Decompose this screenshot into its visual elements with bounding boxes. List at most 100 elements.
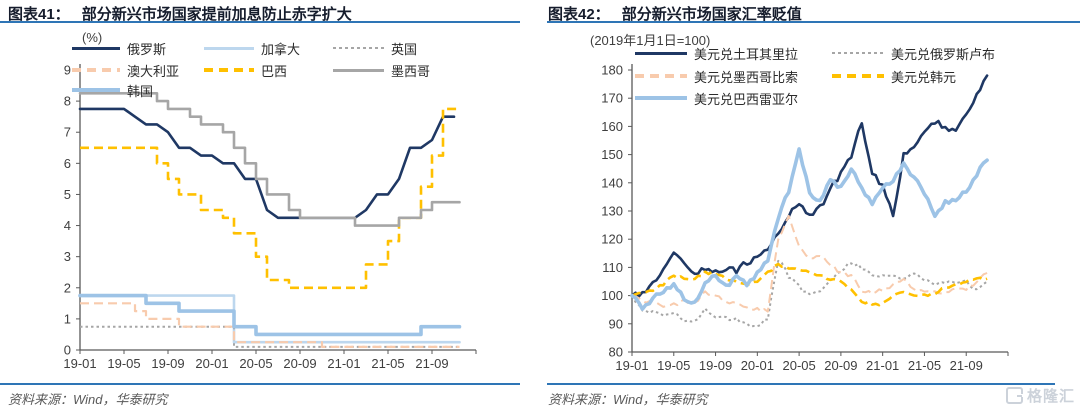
- y-tick-label: 1: [64, 311, 71, 326]
- x-tick-label: 19-05: [657, 358, 690, 373]
- legend-swatch-line: [832, 74, 884, 78]
- chart41-source: 资料来源：Wind，华泰研究: [8, 392, 168, 407]
- y-tick-label: 7: [64, 125, 71, 140]
- legend-label: 俄罗斯: [127, 41, 167, 57]
- y-tick-label: 9: [64, 63, 71, 78]
- series-line-0: [78, 107, 456, 220]
- footer-rule: [547, 383, 1055, 385]
- legend-label: 美元兑韩元: [891, 69, 957, 85]
- x-tick-label: 20-01: [195, 356, 228, 371]
- x-tick-label: 19-01: [615, 358, 648, 373]
- legend-swatch-line: [72, 87, 120, 93]
- chart41-title-text: 部分新兴市场国家提前加息防止赤字扩大: [81, 6, 352, 23]
- series-line-3: [80, 302, 460, 348]
- legend-label: 澳大利亚: [127, 63, 180, 79]
- series-line-2: [80, 325, 460, 348]
- y-tick-label: 8: [64, 94, 71, 109]
- x-tick-label: 20-01: [741, 358, 774, 373]
- chart42-title-text: 部分新兴市场国家汇率贬值: [621, 6, 802, 23]
- chart41-unit-label: (%): [82, 30, 103, 45]
- legend-item: 加拿大: [204, 40, 301, 57]
- y-tick-label: 160: [601, 119, 623, 134]
- chart42-source: 资料来源：Wind，华泰研究: [548, 392, 708, 407]
- legend-item: 美元兑韩元: [832, 68, 957, 85]
- y-tick-label: 4: [64, 218, 71, 233]
- legend-label: 英国: [391, 41, 418, 57]
- x-tick-label: 20-09: [283, 356, 316, 371]
- legend-swatch-line: [635, 74, 687, 78]
- legend-item: 英国: [333, 40, 418, 57]
- x-tick-label: 20-09: [824, 358, 857, 373]
- gelonghui-logo: 格隆汇: [1005, 385, 1075, 406]
- y-tick-label: 140: [601, 175, 623, 190]
- legend-swatch-line: [72, 68, 120, 72]
- legend-label: 美元兑土耳其里拉: [694, 46, 799, 62]
- legend-swatch-line: [72, 46, 120, 50]
- y-tick-label: 5: [64, 187, 71, 202]
- y-tick-label: 150: [601, 147, 623, 162]
- panel-chart42: 图表42： 部分新兴市场国家汇率贬值 (2019年1月1日=100) 80 90 10…: [540, 0, 1080, 408]
- legend-item: 墨西哥: [333, 62, 431, 79]
- y-tick-label: 110: [602, 260, 623, 275]
- x-tick-label: 20-05: [239, 356, 272, 371]
- legend-swatch-line: [832, 51, 884, 55]
- panel-chart41: 图表41： 部分新兴市场国家提前加息防止赤字扩大 (%) 0 1 2 3 4 5 6 7 8 9 19…: [0, 3, 520, 407]
- series-line-3: [631, 262, 988, 307]
- legend-item: 俄罗斯: [72, 40, 167, 57]
- y-tick-label: 80: [609, 345, 623, 360]
- y-tick-label: 170: [601, 91, 623, 106]
- gelonghui-logo-icon: [1005, 387, 1024, 404]
- legend-swatch-line: [204, 46, 254, 50]
- x-tick-label: 21-01: [327, 356, 360, 371]
- chart42-plot: 80 90 100 110 120 130 140 150 160 170 180 19-01 19-0…: [601, 63, 1009, 373]
- y-tick-label: 0: [64, 343, 71, 358]
- y-tick-label: 180: [601, 63, 623, 78]
- legend-swatch-line: [333, 46, 384, 50]
- x-tick-label: 19-09: [151, 356, 184, 371]
- legend-swatch-line: [204, 68, 254, 72]
- y-tick-label: 90: [609, 316, 623, 331]
- series-line-2: [631, 214, 988, 313]
- legend-label: 美元兑墨西哥比索: [694, 69, 799, 85]
- chart41-fig-label: 图表41：: [8, 6, 70, 23]
- legend-item: 澳大利亚: [72, 62, 180, 79]
- x-tick-label: 20-05: [782, 358, 815, 373]
- series-line-0: [630, 74, 989, 298]
- y-tick-label: 3: [64, 249, 71, 264]
- legend-label: 美元兑巴西雷亚尔: [694, 91, 799, 107]
- x-tick-label: 21-09: [950, 358, 983, 373]
- series-line-5: [78, 92, 461, 227]
- legend-label: 巴西: [261, 63, 288, 79]
- chart42-title: 图表42： 部分新兴市场国家汇率贬值: [548, 3, 802, 24]
- y-tick-label: 130: [601, 204, 623, 219]
- legend-label: 墨西哥: [391, 63, 431, 79]
- x-tick-label: 21-05: [371, 356, 404, 371]
- legend-item: 美元兑巴西雷亚尔: [635, 90, 799, 107]
- y-tick-label: 6: [64, 156, 71, 171]
- title-underline: [0, 21, 520, 23]
- x-tick-label: 19-01: [63, 356, 96, 371]
- legend-swatch-line: [333, 68, 384, 72]
- series-line-6: [78, 293, 462, 337]
- x-tick-label: 19-09: [699, 358, 732, 373]
- legend-item: 韩国: [72, 82, 154, 99]
- chart41-title: 图表41： 部分新兴市场国家提前加息防止赤字扩大: [8, 3, 352, 24]
- x-tick-label: 21-09: [415, 356, 448, 371]
- series-line-4: [80, 107, 460, 290]
- gelonghui-logo-text: 格隆汇: [1026, 388, 1075, 405]
- legend-swatch-line: [635, 51, 687, 55]
- chart42-unit-label: (2019年1月1日=100): [590, 33, 711, 48]
- chart42-fig-label: 图表42：: [548, 6, 610, 23]
- footer-rule: [0, 383, 520, 385]
- chart41-plot: 0 1 2 3 4 5 6 7 8 9 19-01 19-05 19-09 20-01 20-05 20-09…: [63, 63, 477, 371]
- legend-item: 美元兑俄罗斯卢布: [832, 45, 996, 62]
- y-tick-label: 100: [601, 288, 623, 303]
- legend-label: 美元兑俄罗斯卢布: [891, 46, 996, 62]
- legend-label: 加拿大: [261, 41, 301, 57]
- y-tick-label: 120: [601, 232, 623, 247]
- x-tick-label: 19-05: [107, 356, 140, 371]
- legend-label: 韩国: [127, 83, 154, 99]
- legend-item: 美元兑墨西哥比索: [635, 68, 799, 85]
- legend-item: 美元兑土耳其里拉: [635, 45, 799, 62]
